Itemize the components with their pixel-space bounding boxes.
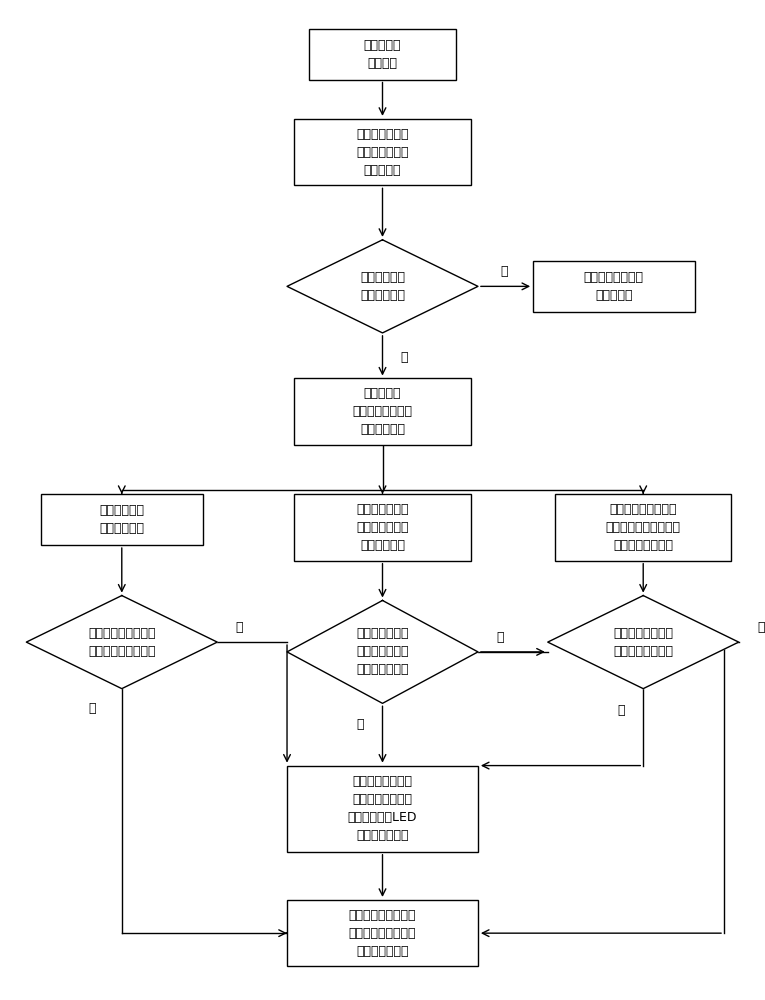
Text: 力传感器检
测压力值: 力传感器检 测压力值: [363, 39, 402, 70]
FancyBboxPatch shape: [309, 29, 456, 80]
FancyBboxPatch shape: [287, 900, 478, 966]
Text: 电机不工作，工作
指示灯不亮: 电机不工作，工作 指示灯不亮: [584, 271, 644, 302]
FancyBboxPatch shape: [295, 494, 470, 561]
Text: 是: 是: [401, 351, 409, 364]
FancyBboxPatch shape: [295, 378, 470, 445]
Text: 判断电机工作温
度是否小于或等
于设定的最高值: 判断电机工作温 度是否小于或等 于设定的最高值: [356, 627, 409, 676]
Text: 是: 是: [496, 631, 504, 644]
Polygon shape: [287, 240, 478, 333]
FancyBboxPatch shape: [295, 119, 470, 185]
Polygon shape: [26, 596, 217, 689]
Text: 判断电压值是否小于
或等于设定的最高值: 判断电压值是否小于 或等于设定的最高值: [88, 627, 155, 658]
Text: 电机工作，
工作指示灯常亮，
速度显示灯亮: 电机工作， 工作指示灯常亮， 速度显示灯亮: [353, 387, 412, 436]
Text: 压力值是否在
设定的范围内: 压力值是否在 设定的范围内: [360, 271, 405, 302]
Text: 否: 否: [617, 704, 625, 717]
Text: 是: 是: [89, 702, 96, 715]
Text: 电机继续工作，工作
指示灯常亮，至少一
个速度显示灯亮: 电机继续工作，工作 指示灯常亮，至少一 个速度显示灯亮: [349, 909, 416, 958]
FancyBboxPatch shape: [41, 494, 203, 545]
Polygon shape: [548, 596, 739, 689]
Text: 否: 否: [500, 265, 507, 278]
FancyBboxPatch shape: [533, 261, 695, 312]
Text: 陀螺仪传感器检测手
持搅拌棒的偏转角度，
并传输给微处理器: 陀螺仪传感器检测手 持搅拌棒的偏转角度， 并传输给微处理器: [606, 503, 681, 552]
Text: 温度传感器检测
电机的温度并传
输给微处理器: 温度传感器检测 电机的温度并传 输给微处理器: [356, 503, 409, 552]
Text: 电机不工作，工作
指示灯熄灭，速度
显示灯熄灭，LED
过载显示灯闪烁: 电机不工作，工作 指示灯熄灭，速度 显示灯熄灭，LED 过载显示灯闪烁: [348, 775, 417, 842]
FancyBboxPatch shape: [287, 766, 478, 852]
Text: 偏转角度值是否在
设定的角度范围内: 偏转角度值是否在 设定的角度范围内: [614, 627, 673, 658]
Text: 微处理器检测
电机工作电压: 微处理器检测 电机工作电压: [99, 504, 145, 535]
Text: 力传感器将检测
到的压力值传输
给微处理器: 力传感器将检测 到的压力值传输 给微处理器: [356, 128, 409, 177]
Polygon shape: [287, 600, 478, 703]
Text: 是: 是: [757, 621, 764, 634]
Text: 否: 否: [236, 621, 243, 634]
FancyBboxPatch shape: [555, 494, 731, 561]
Text: 否: 否: [356, 718, 364, 731]
